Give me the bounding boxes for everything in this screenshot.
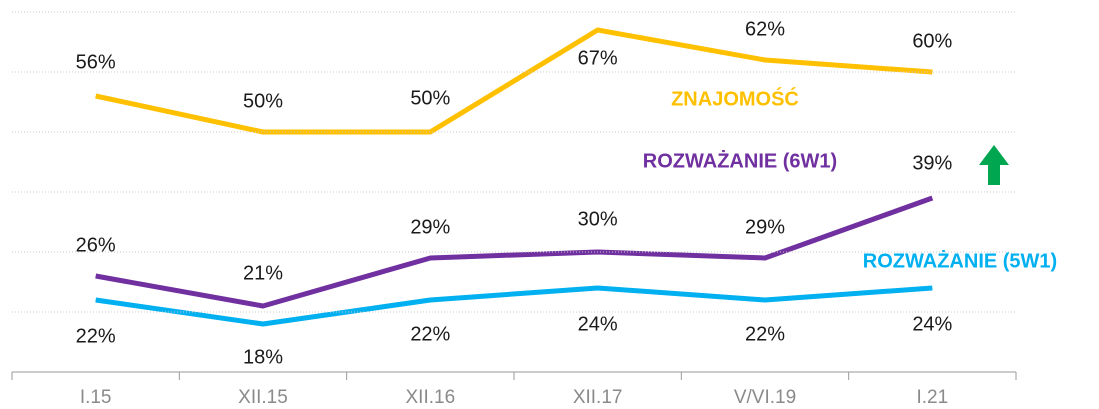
data-label: 22%: [410, 323, 450, 345]
series-line: [95, 285, 933, 327]
data-label: 56%: [76, 51, 116, 73]
up-arrow: [979, 145, 1009, 185]
data-label: 18%: [243, 346, 283, 368]
x-tick-label: V/VI.19: [734, 387, 796, 408]
data-label: 30%: [578, 208, 618, 230]
x-tick-label: I.21: [916, 387, 948, 408]
series-line: [95, 27, 933, 135]
data-label: 60%: [912, 30, 952, 52]
x-tick-label: XII.15: [238, 387, 288, 408]
data-label: 67%: [578, 47, 618, 69]
data-label: 24%: [912, 313, 952, 335]
data-label: 24%: [578, 313, 618, 335]
data-label: 39%: [912, 152, 952, 174]
data-label: 29%: [745, 216, 785, 238]
series-label: ROZWAŻANIE (6W1): [643, 149, 837, 172]
x-tick-label: XII.16: [406, 387, 456, 408]
series-line: [95, 195, 934, 309]
data-label: 62%: [745, 18, 785, 40]
data-label: 50%: [410, 87, 450, 109]
series-label: ZNAJOMOŚĆ: [671, 86, 799, 110]
x-tick-label: I.15: [80, 387, 112, 408]
data-label: 26%: [76, 234, 116, 256]
data-label: 22%: [745, 323, 785, 345]
data-label: 29%: [410, 216, 450, 238]
series-label: ROZWAŻANIE (5W1): [863, 249, 1057, 272]
data-label: 21%: [243, 262, 283, 284]
x-tick-label: XII.17: [573, 387, 623, 408]
data-label: 50%: [243, 90, 283, 112]
data-label: 22%: [76, 325, 116, 347]
